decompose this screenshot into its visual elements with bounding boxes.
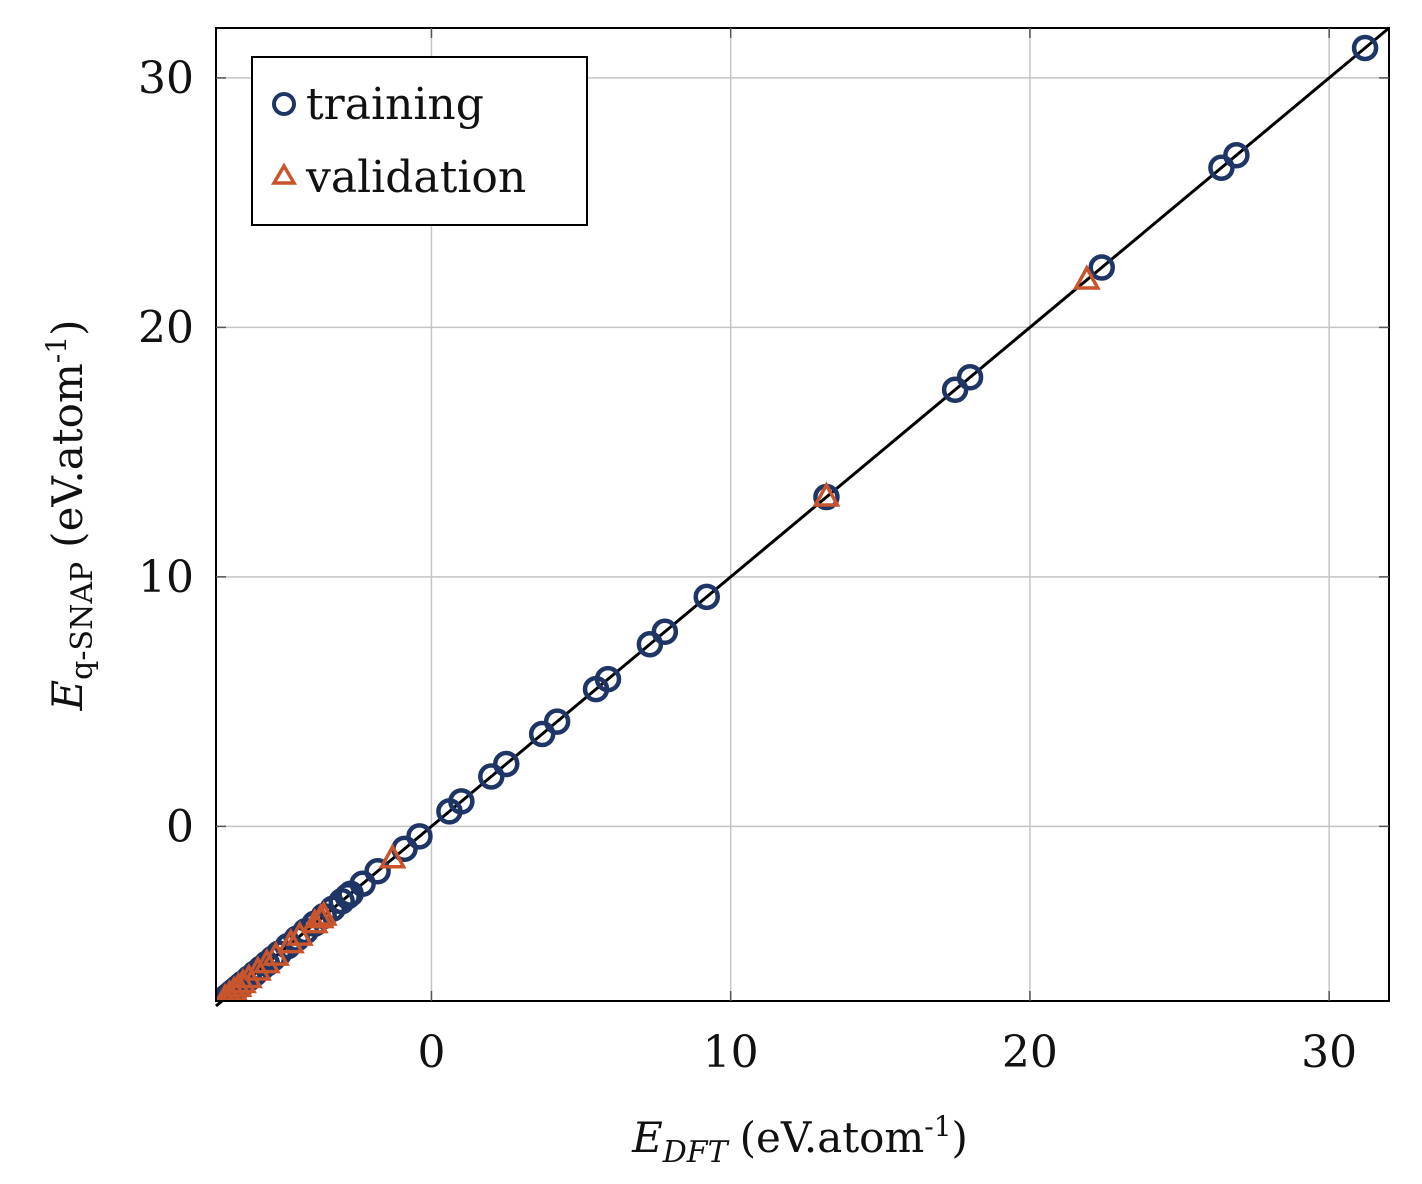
training-point: [1351, 34, 1379, 62]
validation-point: [243, 955, 272, 981]
x-tick-label: 30: [1301, 1027, 1357, 1078]
validation-point: [309, 900, 338, 926]
x-axis-symbol: E: [631, 1113, 663, 1162]
y-tick-label: 0: [166, 801, 194, 852]
y-axis-unit: (eV.atom: [43, 363, 92, 548]
x-tick-label: 0: [417, 1027, 445, 1078]
validation-point: [276, 927, 305, 954]
training-point: [364, 858, 391, 885]
y-axis-unit-exponent: -1: [40, 336, 73, 363]
training-point: [448, 788, 475, 815]
training-point: [956, 364, 984, 391]
x-axis-label: EDFT (eV.atom-1): [631, 1110, 968, 1170]
validation-point: [228, 967, 257, 994]
training-point: [693, 583, 720, 611]
legend-box: [251, 56, 588, 226]
legend: training validation: [251, 56, 588, 226]
training-point: [493, 750, 520, 778]
legend-validation-label: validation: [305, 152, 526, 203]
plot-frame: [215, 27, 1390, 1002]
y-tick-label: 10: [138, 552, 194, 603]
training-point: [406, 823, 433, 850]
axis-ticks: 0 10 20 30 0 10 20 30: [138, 28, 1389, 1078]
validation-point: [261, 940, 290, 966]
training-point: [1223, 141, 1250, 169]
validation-point: [219, 975, 248, 1001]
validation-point: [1072, 264, 1101, 290]
x-axis-unit: (eV.atom: [740, 1113, 925, 1162]
legend-training-marker: [272, 92, 296, 116]
legend-training-label: training: [306, 79, 484, 130]
validation-point: [252, 947, 281, 974]
x-axis-unit-exponent: -1: [924, 1110, 951, 1143]
y-tick-label: 20: [138, 302, 194, 353]
y-axis-unit-close: ): [43, 320, 92, 336]
validation-series: [216, 264, 1101, 1001]
validation-point: [285, 920, 314, 946]
x-axis-subscript: DFT: [662, 1135, 730, 1170]
y-tick-label: 30: [138, 53, 194, 104]
training-point: [651, 618, 679, 646]
legend-validation-marker: [270, 162, 298, 185]
validation-point: [234, 962, 263, 989]
y-axis-label: Eq-SNAP (eV.atom-1): [40, 320, 100, 712]
validation-point: [300, 908, 329, 934]
validation-point: [812, 481, 841, 507]
y-axis-subscript: q-SNAP: [65, 562, 100, 680]
training-point: [594, 665, 622, 693]
x-axis-unit-close: ): [952, 1113, 968, 1162]
training-point: [1088, 254, 1115, 281]
y-axis-symbol: E: [43, 680, 92, 712]
x-tick-label: 10: [703, 1027, 759, 1078]
validation-point: [378, 843, 407, 869]
x-tick-label: 20: [1002, 1027, 1058, 1078]
training-point: [543, 708, 571, 735]
